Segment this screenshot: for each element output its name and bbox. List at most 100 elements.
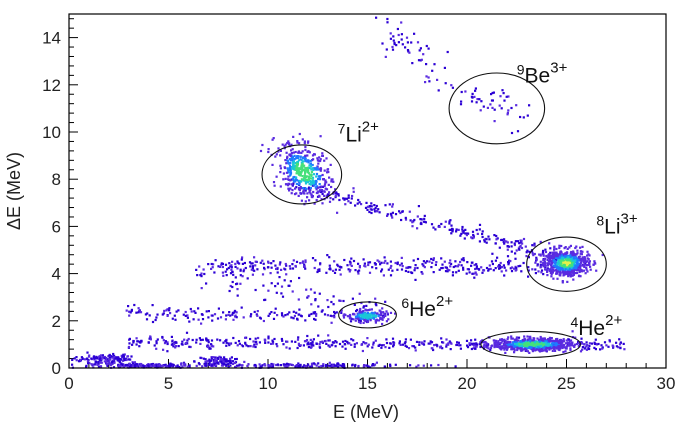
- band-point: [462, 229, 465, 233]
- band-point: [318, 346, 322, 349]
- band-point: [222, 311, 225, 314]
- band-point: [438, 268, 441, 271]
- cluster-point: [369, 312, 372, 315]
- y-tick-label: 4: [52, 265, 61, 284]
- band-point: [136, 340, 139, 343]
- band-point: [467, 268, 470, 271]
- band-point: [502, 240, 505, 243]
- band-point: [194, 311, 197, 314]
- cluster-point: [358, 314, 361, 317]
- cluster-point: [299, 155, 302, 158]
- band-point: [396, 268, 399, 271]
- cluster-point: [504, 339, 507, 343]
- cluster-point: [567, 273, 570, 276]
- cluster-point: [295, 161, 299, 164]
- band-point: [349, 201, 352, 204]
- band-point: [460, 100, 463, 103]
- cluster-point: [495, 345, 498, 348]
- cluster-point: [557, 260, 561, 263]
- cluster-point: [299, 158, 302, 161]
- cluster-point: [352, 318, 355, 321]
- band-point: [513, 242, 516, 245]
- band-point: [343, 258, 346, 262]
- cluster-point: [524, 338, 527, 341]
- cluster-point: [295, 364, 298, 367]
- band-point: [219, 339, 222, 342]
- cluster-point: [539, 337, 542, 341]
- cluster-point: [589, 265, 592, 268]
- cluster-point: [97, 360, 100, 364]
- band-point: [125, 309, 128, 312]
- cluster-point: [213, 356, 217, 359]
- x-tick-label: 20: [458, 374, 477, 393]
- band-point: [495, 234, 498, 238]
- band-point: [441, 347, 444, 350]
- band-point: [358, 201, 361, 204]
- band-point: [155, 342, 158, 345]
- cluster-point: [92, 356, 95, 359]
- band-point: [214, 259, 217, 262]
- cluster-point: [562, 338, 565, 341]
- cluster-point: [243, 360, 246, 363]
- cluster-point: [513, 349, 516, 352]
- cluster-point: [506, 111, 509, 114]
- cluster-point: [541, 344, 544, 347]
- band-point: [230, 266, 233, 269]
- band-point: [440, 222, 443, 226]
- cluster-point: [586, 270, 589, 273]
- cluster-point: [571, 269, 574, 272]
- cluster-point: [539, 240, 542, 243]
- cluster-point: [295, 165, 298, 168]
- cluster-point: [547, 341, 550, 344]
- cluster-point: [310, 165, 313, 168]
- band-point: [506, 255, 510, 258]
- cluster-point: [505, 343, 508, 346]
- band-point: [386, 213, 389, 216]
- band-point: [391, 216, 394, 219]
- cluster-point: [534, 349, 537, 352]
- cluster-point: [443, 66, 446, 69]
- band-point: [261, 273, 265, 276]
- cluster-point: [575, 256, 578, 259]
- band-point: [440, 257, 443, 260]
- cluster-point: [539, 266, 542, 269]
- band-point: [352, 339, 355, 342]
- band-point: [333, 260, 336, 263]
- band-point: [349, 320, 353, 323]
- cluster-point: [285, 162, 288, 165]
- band-point: [365, 342, 368, 345]
- cluster-point: [230, 356, 233, 359]
- cluster-point: [544, 268, 547, 271]
- cluster-point: [588, 260, 591, 263]
- band-point: [466, 261, 469, 264]
- cluster-point: [385, 48, 388, 51]
- band-point: [367, 261, 370, 264]
- cluster-point: [328, 191, 331, 194]
- band-point: [593, 341, 596, 344]
- cluster-point: [295, 182, 298, 186]
- cluster-point: [142, 365, 146, 368]
- cluster-point: [384, 314, 387, 317]
- cluster-point: [359, 321, 362, 325]
- band-point: [290, 340, 293, 343]
- band-point: [443, 225, 446, 228]
- band-point: [311, 340, 314, 343]
- band-point: [472, 272, 475, 275]
- band-point: [417, 205, 420, 208]
- cluster-point: [400, 21, 403, 24]
- band-point: [408, 210, 411, 213]
- band-point: [291, 290, 294, 293]
- isotope-mass: 7: [338, 120, 346, 136]
- cluster-point: [317, 190, 320, 193]
- band-point: [225, 274, 228, 277]
- cluster-point: [303, 142, 306, 145]
- cluster-point: [573, 343, 577, 346]
- cluster-point: [341, 365, 344, 368]
- band-point: [267, 261, 270, 264]
- band-point: [279, 261, 282, 264]
- band-point: [304, 189, 307, 192]
- cluster-point: [352, 190, 355, 193]
- cluster-point: [216, 356, 219, 359]
- cluster-point: [317, 162, 320, 165]
